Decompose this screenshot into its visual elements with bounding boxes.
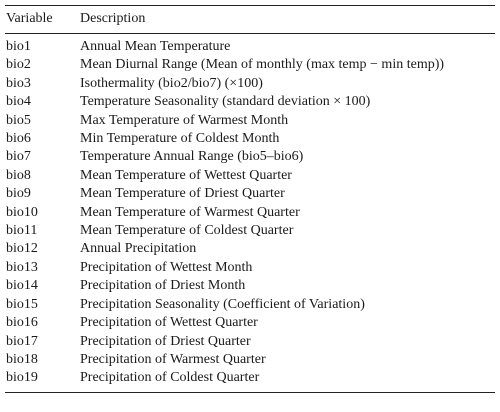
cell-description: Mean Temperature of Wettest Quarter bbox=[80, 167, 292, 183]
cell-description: Precipitation of Coldest Quarter bbox=[80, 370, 260, 386]
cell-variable: bio15 bbox=[6, 296, 38, 312]
table-row: bio4 Temperature Seasonality (standard de… bbox=[5, 93, 495, 111]
table-body: bio1 Annual Mean Temperature bio2 Mean Diur… bbox=[5, 34, 495, 393]
cell-variable: bio9 bbox=[6, 186, 31, 202]
cell-description: Min Temperature of Coldest Month bbox=[80, 131, 280, 147]
cell-description: Mean Temperature of Coldest Quarter bbox=[80, 223, 294, 239]
header-variable: Variable bbox=[6, 11, 53, 27]
variable-table: Variable Description bio1 Annual Mean Tem… bbox=[5, 5, 495, 393]
table-row: bio14 Precipitation of Driest Month bbox=[5, 277, 495, 295]
cell-description: Precipitation of Wettest Month bbox=[80, 259, 253, 275]
cell-description: Precipitation of Driest Quarter bbox=[80, 333, 251, 349]
cell-description: Precipitation of Driest Month bbox=[80, 278, 246, 294]
cell-variable: bio3 bbox=[6, 75, 31, 91]
cell-variable: bio13 bbox=[6, 259, 38, 275]
table-row: bio11 Mean Temperature of Coldest Quarter bbox=[5, 222, 495, 240]
cell-variable: bio6 bbox=[6, 131, 31, 147]
cell-description: Temperature Annual Range (bio5–bio6) bbox=[80, 149, 304, 165]
cell-description: Isothermality (bio2/bio7) (×100) bbox=[80, 75, 263, 91]
cell-description: Precipitation of Wettest Quarter bbox=[80, 315, 258, 331]
cell-description: Annual Precipitation bbox=[80, 241, 197, 257]
cell-variable: bio8 bbox=[6, 167, 31, 183]
cell-variable: bio11 bbox=[6, 223, 38, 239]
cell-variable: bio12 bbox=[6, 241, 38, 257]
table-row: bio3 Isothermality (bio2/bio7) (×100) bbox=[5, 75, 495, 93]
table-row: bio12 Annual Precipitation bbox=[5, 240, 495, 258]
cell-variable: bio2 bbox=[6, 57, 31, 73]
cell-variable: bio1 bbox=[6, 39, 31, 54]
cell-description: Precipitation of Warmest Quarter bbox=[80, 351, 266, 367]
header-description: Description bbox=[80, 11, 146, 27]
cell-description: Temperature Seasonality (standard deviat… bbox=[80, 94, 371, 110]
cell-variable: bio18 bbox=[6, 351, 38, 367]
cell-variable: bio17 bbox=[6, 333, 38, 349]
cell-variable: bio19 bbox=[6, 370, 38, 386]
cell-description: Annual Mean Temperature bbox=[80, 39, 231, 54]
cell-description: Max Temperature of Warmest Month bbox=[80, 112, 289, 128]
table-row: bio2 Mean Diurnal Range (Mean of monthly … bbox=[5, 56, 495, 74]
table-row: bio8 Mean Temperature of Wettest Quarter bbox=[5, 167, 495, 185]
cell-variable: bio5 bbox=[6, 112, 31, 128]
cell-description: Mean Diurnal Range (Mean of monthly (max… bbox=[80, 57, 445, 73]
table-row: bio16 Precipitation of Wettest Quarter bbox=[5, 314, 495, 332]
table-row: bio18 Precipitation of Warmest Quarter bbox=[5, 351, 495, 369]
table-row: bio15 Precipitation Seasonality (Coeffici… bbox=[5, 296, 495, 314]
cell-variable: bio4 bbox=[6, 94, 31, 110]
table-row: bio6 Min Temperature of Coldest Month bbox=[5, 130, 495, 148]
cell-variable: bio10 bbox=[6, 204, 38, 220]
table-header: Variable Description bbox=[5, 5, 495, 34]
cell-description: Precipitation Seasonality (Coefficient o… bbox=[80, 296, 365, 312]
cell-description: Mean Temperature of Driest Quarter bbox=[80, 186, 285, 202]
table-row: bio9 Mean Temperature of Driest Quarter bbox=[5, 185, 495, 203]
header-row: Variable Description bbox=[5, 5, 495, 34]
table-row: bio19 Precipitation of Coldest Quarter bbox=[5, 369, 495, 392]
table-row: bio17 Precipitation of Driest Quarter bbox=[5, 333, 495, 351]
cell-variable: bio7 bbox=[6, 149, 31, 165]
table-row: bio10 Mean Temperature of Warmest Quarter bbox=[5, 204, 495, 222]
cell-description: Mean Temperature of Warmest Quarter bbox=[80, 204, 300, 220]
table-row: bio1 Annual Mean Temperature bbox=[5, 34, 495, 57]
table-row: bio13 Precipitation of Wettest Month bbox=[5, 259, 495, 277]
table-row: bio7 Temperature Annual Range (bio5–bio6) bbox=[5, 148, 495, 166]
cell-variable: bio16 bbox=[6, 315, 38, 331]
bioclim-variable-table: Variable Description bio1 Annual Mean Tem… bbox=[5, 5, 495, 393]
cell-variable: bio14 bbox=[6, 278, 38, 294]
table-row: bio5 Max Temperature of Warmest Month bbox=[5, 112, 495, 130]
